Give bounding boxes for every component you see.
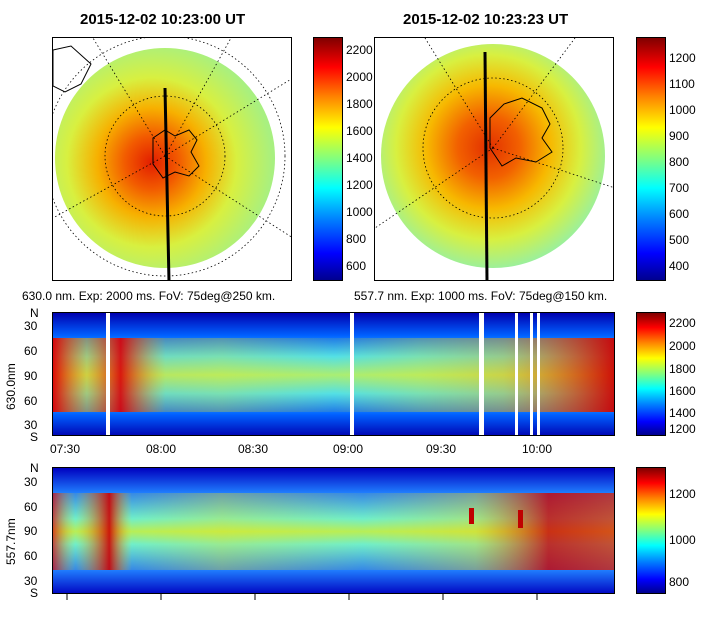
cb630-tick: 1000 xyxy=(346,205,373,219)
ytick: S xyxy=(30,430,39,444)
cb630-tick: 1400 xyxy=(346,151,373,165)
cbk557-tick: 800 xyxy=(669,575,690,589)
ytick: N xyxy=(30,461,39,475)
keogram-630-svg xyxy=(53,313,614,435)
ytick: 60 xyxy=(24,500,38,514)
x-axis-ticks: 07:30 08:00 08:30 09:00 09:30 10:00 xyxy=(50,442,632,460)
cb557-tick: 1100 xyxy=(669,77,695,91)
xtick: 08:00 xyxy=(146,442,177,456)
ytick: 90 xyxy=(24,369,38,383)
cb557-tick: 500 xyxy=(669,233,690,247)
cb557-tick: 700 xyxy=(669,181,690,195)
ytick: 30 xyxy=(24,475,38,489)
xtick: 09:00 xyxy=(333,442,364,456)
cbk630-tick: 2000 xyxy=(669,339,696,353)
keogram-630 xyxy=(52,312,615,436)
xtick: 08:30 xyxy=(238,442,269,456)
colorbar-keo-630 xyxy=(636,312,666,436)
data-gap xyxy=(479,313,484,435)
allsky-image-630 xyxy=(52,37,292,281)
colorbar-557-ticks: 1200 1100 1000 900 800 700 600 500 400 xyxy=(669,37,709,281)
aurora-spot xyxy=(469,508,474,524)
ytick: 60 xyxy=(24,344,38,358)
colorbar-630-ticks: 2200 2000 1800 1600 1400 1200 1000 800 6… xyxy=(346,37,386,281)
ytick: 30 xyxy=(24,418,38,432)
data-gap xyxy=(530,313,533,435)
cb630-tick: 600 xyxy=(346,259,367,273)
ytick: 30 xyxy=(24,319,38,333)
ytick: N xyxy=(30,306,39,320)
colorbar-keo-630-ticks: 2200 2000 1800 1600 1400 1200 xyxy=(669,312,709,436)
svalbard-coast-557 xyxy=(489,97,553,167)
allsky-557-disk xyxy=(381,44,605,268)
ytick: 60 xyxy=(24,394,38,408)
bottom-x-tickmarks xyxy=(66,594,538,600)
ytick: 60 xyxy=(24,549,38,563)
keogram-630-yticks: N 30 60 90 60 30 S xyxy=(22,306,50,444)
cb557-tick: 900 xyxy=(669,129,690,143)
keogram-meridian-630 xyxy=(163,87,171,280)
cbk557-tick: 1200 xyxy=(669,487,696,501)
cb630-tick: 1200 xyxy=(346,178,373,192)
cbk630-tick: 2200 xyxy=(669,316,696,330)
cb630-tick: 1600 xyxy=(346,124,373,138)
ytick: 30 xyxy=(24,574,38,588)
panel2-title: 2015-12-02 10:23:23 UT xyxy=(403,11,569,28)
keogram-meridian-557 xyxy=(483,51,489,280)
ytick: S xyxy=(30,586,39,600)
panel2-caption: 557.7 nm. Exp: 1000 ms. FoV: 75deg@150 k… xyxy=(354,289,608,303)
greenland-coast-630 xyxy=(53,45,92,93)
cbk557-tick: 1000 xyxy=(669,533,696,547)
keogram-557 xyxy=(52,467,615,594)
data-gap xyxy=(350,313,354,435)
colorbar-keo-557-ticks: 1200 1000 800 xyxy=(669,467,709,594)
cb630-tick: 1800 xyxy=(346,97,373,111)
cb557-tick: 1200 xyxy=(669,51,696,65)
ytick: 90 xyxy=(24,524,38,538)
cbk630-tick: 1200 xyxy=(669,422,696,436)
cb557-tick: 1000 xyxy=(669,103,696,117)
keogram-557-ylabel: 557.7nm xyxy=(4,518,18,565)
colorbar-630 xyxy=(313,37,343,281)
cb557-tick: 600 xyxy=(669,207,690,221)
keogram-557-svg xyxy=(53,468,614,593)
cbk630-tick: 1400 xyxy=(669,406,696,420)
data-gap xyxy=(515,313,518,435)
cbk630-tick: 1800 xyxy=(669,362,696,376)
panel1-caption: 630.0 nm. Exp: 2000 ms. FoV: 75deg@250 k… xyxy=(22,289,276,303)
cb557-tick: 400 xyxy=(669,259,690,273)
panel1-title: 2015-12-02 10:23:00 UT xyxy=(80,11,246,28)
cb557-tick: 800 xyxy=(669,155,690,169)
colorbar-keo-557 xyxy=(636,467,666,594)
data-gap xyxy=(537,313,540,435)
allsky-557-svg xyxy=(375,38,613,280)
allsky-image-557 xyxy=(374,37,614,281)
data-gap xyxy=(106,313,110,435)
xtick: 07:30 xyxy=(50,442,81,456)
colorbar-557 xyxy=(636,37,666,281)
keogram-557-yticks: N 30 60 90 60 30 S xyxy=(22,461,50,600)
allsky-630-svg xyxy=(53,38,291,280)
cb630-tick: 2000 xyxy=(346,70,373,84)
aurora-spot xyxy=(518,510,523,528)
keogram-630-ylabel: 630.0nm xyxy=(4,363,18,410)
svalbard-coast-630 xyxy=(152,129,200,179)
cb630-tick: 2200 xyxy=(346,43,373,57)
xtick: 10:00 xyxy=(522,442,553,456)
cb630-tick: 800 xyxy=(346,232,367,246)
xtick: 09:30 xyxy=(426,442,457,456)
cbk630-tick: 1600 xyxy=(669,384,696,398)
